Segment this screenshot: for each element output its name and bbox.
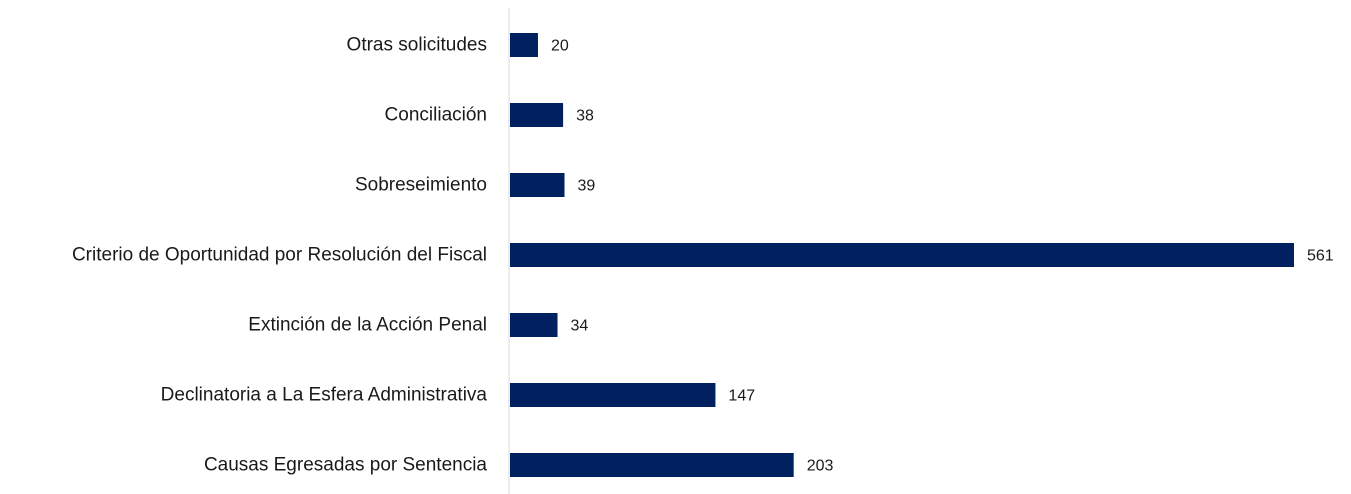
category-label: Otras solicitudes: [347, 35, 487, 56]
bar: [510, 313, 558, 337]
bar: [510, 103, 564, 127]
category-labels-group: Otras solicitudes Conciliación Sobreseimie…: [72, 35, 487, 476]
bars-group: [510, 33, 1294, 477]
bar: [510, 173, 565, 197]
data-label: 20: [551, 38, 569, 55]
bar: [510, 453, 794, 477]
category-label: Extinción de la Acción Penal: [248, 315, 487, 336]
bar: [510, 383, 716, 407]
category-label: Declinatoria a La Esfera Administrativa: [161, 385, 488, 406]
data-label: 38: [576, 108, 594, 125]
bar: [510, 33, 538, 57]
category-label: Conciliación: [385, 105, 487, 126]
data-label: 34: [571, 318, 589, 335]
data-label: 39: [578, 178, 596, 195]
category-label: Sobreseimiento: [355, 175, 487, 196]
data-label: 203: [807, 458, 834, 475]
data-label: 147: [728, 388, 755, 405]
category-label: Criterio de Oportunidad por Resolución d…: [72, 245, 487, 266]
value-labels-group: 20 38 39 561 34 147 203: [551, 38, 1334, 475]
data-label: 561: [1307, 248, 1334, 265]
category-label: Causas Egresadas por Sentencia: [204, 455, 487, 476]
bar: [510, 243, 1294, 267]
